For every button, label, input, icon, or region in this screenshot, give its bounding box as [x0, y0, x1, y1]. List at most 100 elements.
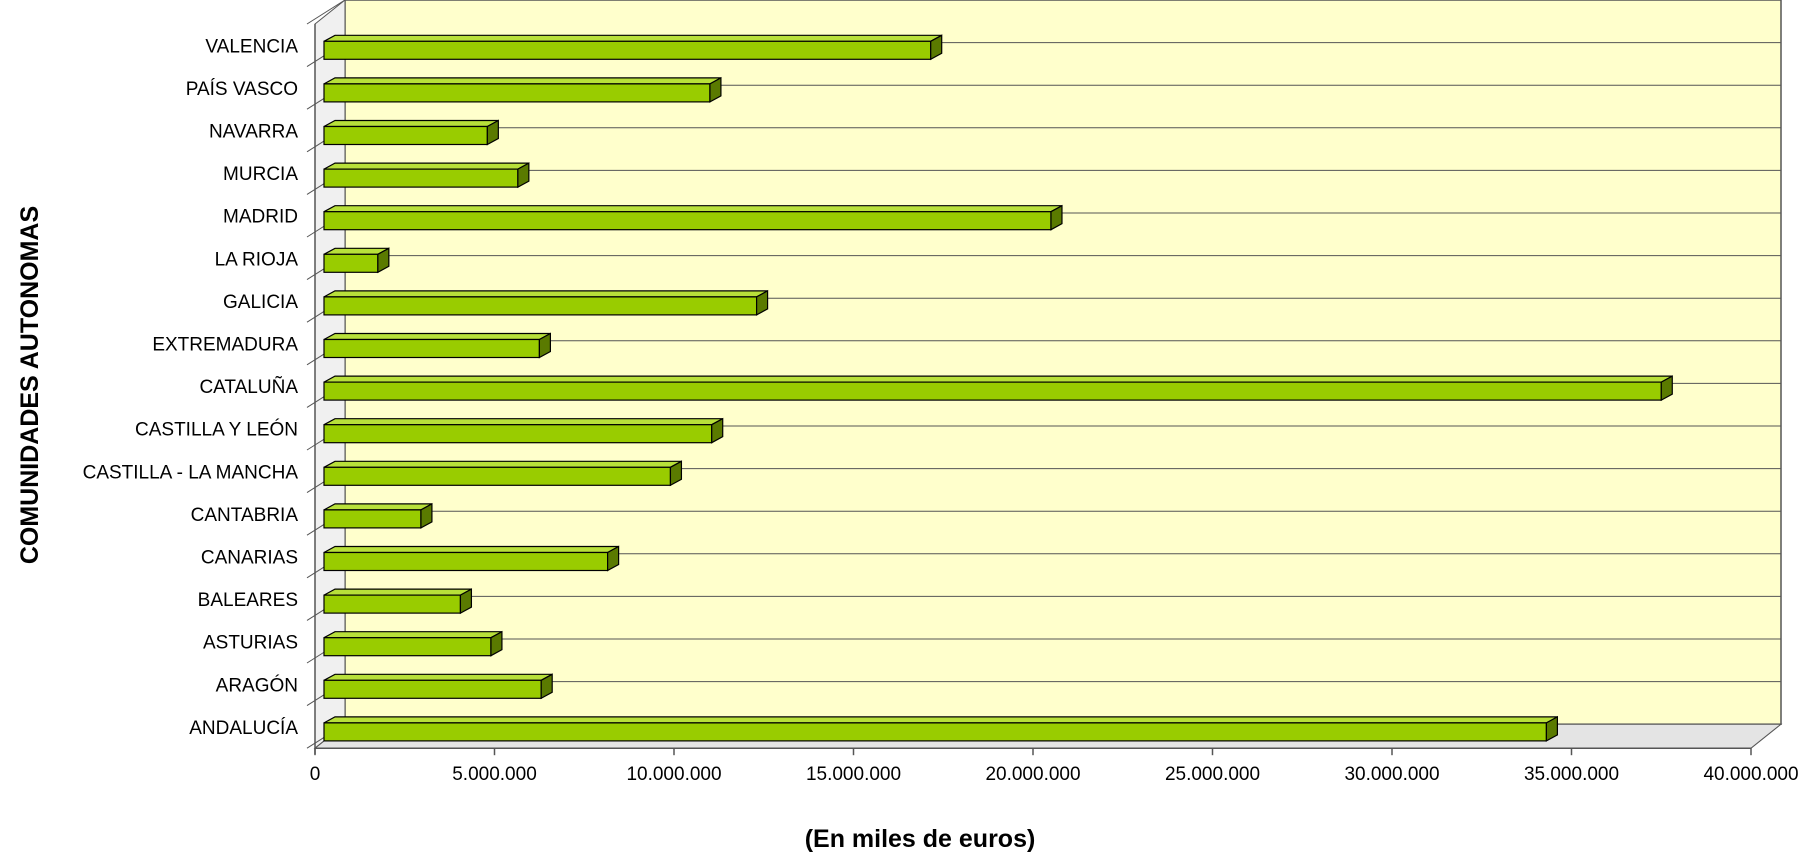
category-label: ASTURIAS [203, 633, 298, 654]
bar-top-face [323, 716, 1558, 724]
category-label: LA RIOJA [215, 249, 299, 270]
bar [323, 375, 1673, 402]
bar-front-face [323, 211, 1052, 231]
category-label: CASTILLA - LA MANCHA [83, 462, 299, 483]
bar-front-face [323, 637, 492, 657]
bar-end-face [486, 119, 499, 146]
bar-front-face [323, 466, 672, 486]
gridline-side [306, 0, 346, 25]
category-label: GALICIA [223, 292, 298, 313]
bar-top-face [323, 77, 722, 85]
category-label: CANTABRIA [191, 505, 299, 526]
bar [323, 162, 530, 189]
category-label: ANDALUCÍA [189, 718, 298, 739]
bar [323, 247, 390, 274]
bar-top-face [323, 418, 724, 426]
bar-end-face [1545, 715, 1558, 742]
bar-front-face [323, 424, 713, 444]
category-label: VALENCIA [205, 36, 298, 57]
category-label: BALEARES [198, 590, 298, 611]
bar-front-face [323, 253, 379, 273]
bar [323, 630, 503, 657]
bar-top-face [323, 332, 551, 341]
bar-end-face [607, 545, 620, 572]
x-tick-label: 10.000.000 [626, 764, 721, 785]
bar-end-face [490, 630, 503, 657]
bar [323, 502, 433, 529]
bar [323, 119, 499, 146]
bar [323, 673, 553, 700]
bar-top-face [323, 631, 503, 639]
bar-top-face [323, 503, 433, 511]
x-tick-label: 25.000.000 [1165, 764, 1260, 785]
bar-front-face [323, 83, 711, 103]
bar [323, 34, 943, 61]
bar [323, 76, 722, 103]
bar [323, 588, 473, 615]
category-label: CANARIAS [201, 548, 298, 569]
bar-top-face [323, 460, 682, 468]
bar-front-face [323, 381, 1662, 401]
bar-end-face [420, 502, 433, 529]
category-label: MURCIA [223, 164, 298, 185]
bar-end-face [1660, 375, 1673, 402]
bar [323, 204, 1063, 231]
x-tick-label: 0 [310, 764, 321, 785]
category-label: ARAGÓN [216, 674, 298, 696]
bar-end-face [540, 673, 553, 700]
bar-top-face [323, 119, 499, 128]
bar-top-face [323, 205, 1063, 213]
bar-end-face [755, 289, 769, 316]
x-tick-label: 35.000.000 [1524, 764, 1619, 785]
category-labels: VALENCIA PAÍS VASCO NAVARRA MURCIA MADRID LA … [83, 36, 299, 739]
category-label: MADRID [223, 207, 298, 228]
bar [323, 417, 724, 444]
bar-front-face [323, 40, 932, 60]
bar-front-face [323, 679, 542, 699]
x-tick-label: 20.000.000 [985, 764, 1080, 785]
x-tick-label: 30.000.000 [1344, 764, 1439, 785]
back-wall [344, 0, 1782, 725]
bar-top-face [323, 588, 472, 596]
category-label: EXTREMADURA [152, 335, 298, 356]
bar-end-face [538, 332, 552, 359]
bar [323, 332, 552, 359]
bar-top-face [323, 162, 530, 170]
x-tick-label: 5.000.000 [452, 764, 537, 785]
plot-walls [313, 0, 1783, 755]
x-axis-title: (En miles de euros) [805, 825, 1036, 853]
bar-front-face [323, 722, 1547, 742]
bar-top-face [323, 375, 1673, 383]
bar-end-face [709, 76, 722, 103]
bar-front-face [323, 168, 519, 188]
bar-end-face [459, 588, 473, 615]
bar [323, 715, 1558, 742]
x-tick-label: 40.000.000 [1703, 764, 1798, 785]
x-tick-label: 15.000.000 [806, 764, 901, 785]
bar-top-face [323, 545, 619, 554]
bar-end-face [669, 460, 683, 487]
bar-front-face [323, 338, 540, 359]
category-label: CATALUÑA [199, 376, 298, 398]
category-label: CASTILLA Y LEÓN [135, 419, 298, 441]
bar [323, 289, 769, 316]
bar-end-face [1050, 204, 1063, 231]
bar-end-face [517, 162, 530, 189]
bar-end-face [711, 417, 724, 444]
y-axis-title: COMUNIDADES AUTONOMAS [16, 206, 44, 564]
bar-top-face [323, 34, 942, 42]
bar-front-face [323, 551, 609, 572]
category-label: PAÍS VASCO [186, 79, 298, 100]
bar-front-face [323, 296, 758, 316]
bar-top-face [323, 290, 768, 298]
x-axis-ticks: 0 5.000.000 10.000.000 15.000.000 20.000.000… [310, 748, 1799, 785]
bar [323, 460, 683, 487]
bar-front-face [323, 509, 422, 529]
bar-front-face [323, 125, 488, 146]
bar-end-face [930, 34, 943, 61]
bar-top-face [323, 673, 553, 681]
bar [323, 545, 620, 572]
bar-series [323, 34, 1673, 742]
bar-front-face [323, 594, 462, 614]
